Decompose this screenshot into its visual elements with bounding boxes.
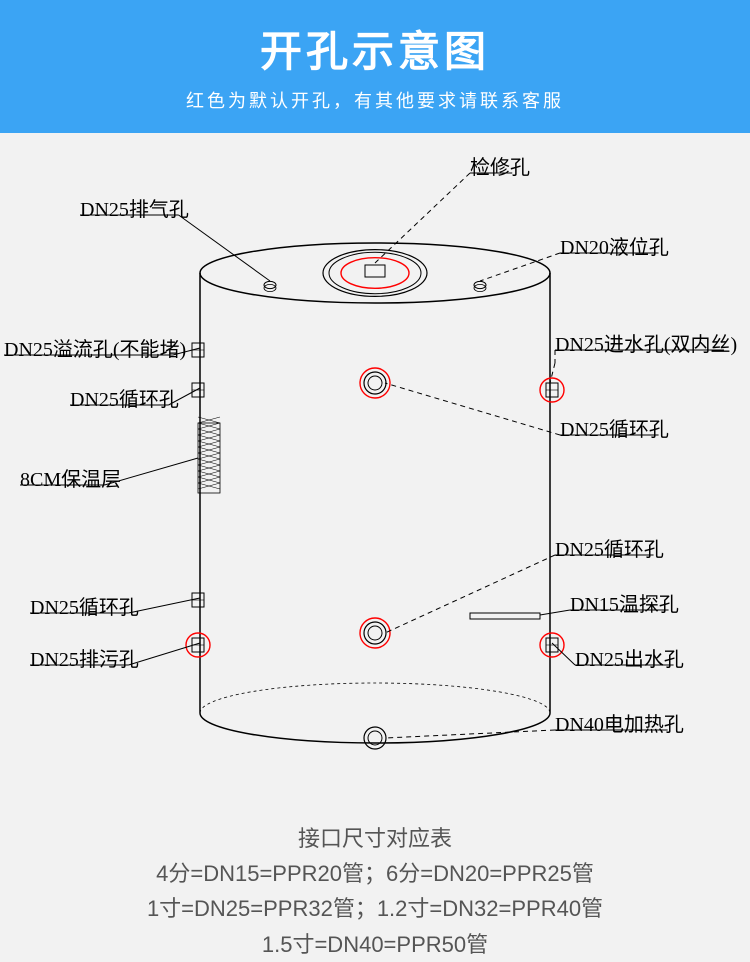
footer-line-2: 1寸=DN25=PPR32管；1.2寸=DN32=PPR40管: [0, 891, 750, 926]
footer-line-1: 4分=DN15=PPR20管；6分=DN20=PPR25管: [0, 856, 750, 891]
callout-label: DN25循环孔: [30, 591, 139, 620]
footer-line-3: 1.5寸=DN40=PPR50管: [0, 927, 750, 962]
page-subtitle: 红色为默认开孔，有其他要求请联系客服: [0, 87, 750, 113]
callout-label: DN25循环孔: [560, 413, 669, 442]
callout-label: DN25循环孔: [555, 533, 664, 562]
callout-label: DN25出水孔: [575, 643, 684, 672]
callout-label: DN25排气孔: [80, 193, 189, 222]
callout-label: DN20液位孔: [560, 231, 669, 260]
callout-label: DN40电加热孔: [555, 708, 684, 737]
diagram-area: DN25排气孔 DN25溢流孔(不能堵) DN25循环孔 8CM保温层 DN25循环孔 D…: [0, 133, 750, 813]
footer-table: 接口尺寸对应表 4分=DN15=PPR20管；6分=DN20=PPR25管 1寸…: [0, 813, 750, 962]
callout-label: 检修孔: [470, 151, 530, 180]
callout-label: DN25排污孔: [30, 643, 139, 672]
callout-label: DN25进水孔(双内丝): [555, 328, 737, 357]
header-banner: 开孔示意图 红色为默认开孔，有其他要求请联系客服: [0, 0, 750, 133]
callout-label: DN25溢流孔(不能堵): [4, 333, 186, 362]
page-title: 开孔示意图: [0, 18, 750, 79]
callout-label: DN15温探孔: [570, 588, 679, 617]
callout-label: DN25循环孔: [70, 383, 179, 412]
footer-title: 接口尺寸对应表: [0, 821, 750, 856]
callout-label: 8CM保温层: [20, 463, 121, 492]
